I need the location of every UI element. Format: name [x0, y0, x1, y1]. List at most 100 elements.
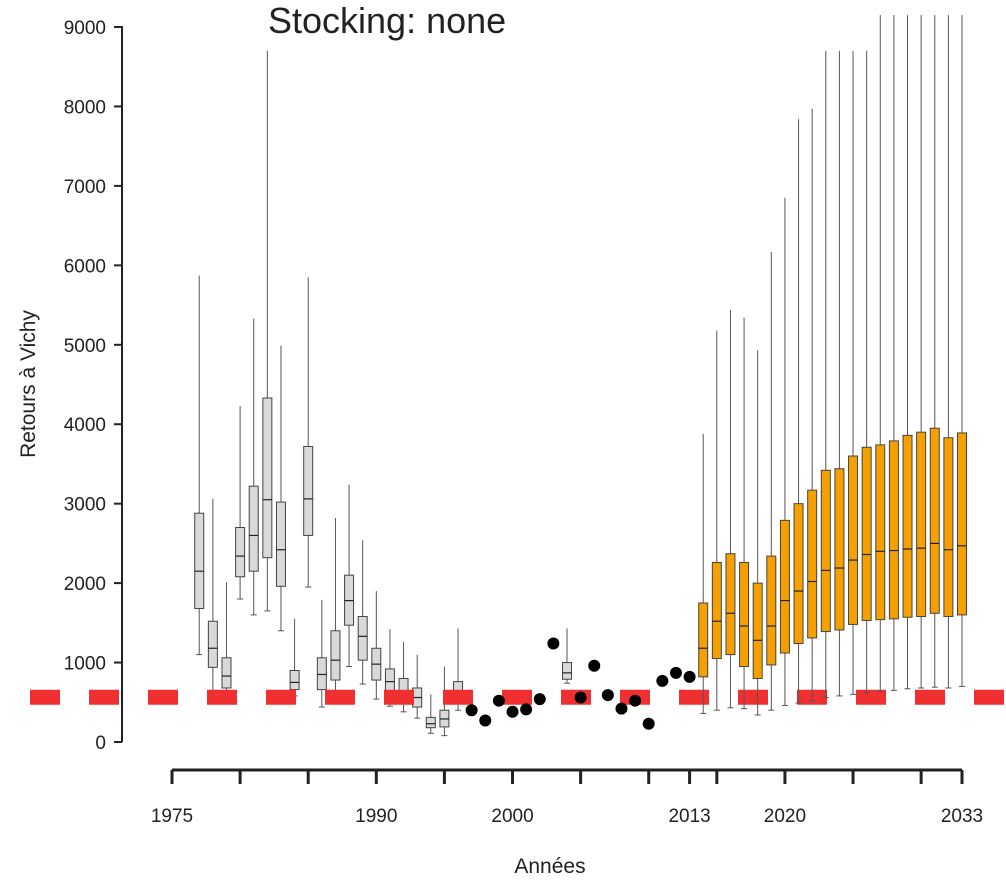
- box-body: [725, 553, 736, 656]
- box-body: [194, 512, 205, 610]
- box-body: [848, 455, 859, 625]
- box-body: [289, 670, 300, 691]
- box-2025: [848, 50, 859, 695]
- box-2017: [739, 317, 750, 710]
- box-2020: [779, 197, 790, 706]
- box-1986: [316, 599, 327, 708]
- box-2031: [929, 15, 940, 688]
- box-body: [235, 527, 246, 578]
- box-body: [943, 437, 954, 617]
- box-1981: [248, 318, 259, 616]
- box-2021: [793, 119, 804, 704]
- box-body: [929, 427, 940, 614]
- x-tick-label: 1990: [355, 806, 397, 827]
- box-2004: [562, 628, 572, 684]
- observed-point: [520, 703, 533, 716]
- box-2032: [943, 15, 954, 689]
- box-2015: [711, 330, 722, 711]
- box-1993: [412, 654, 423, 719]
- box-body: [820, 469, 831, 633]
- box-body: [207, 620, 218, 668]
- projection-boxes: [698, 15, 967, 716]
- observed-point: [642, 717, 655, 730]
- x-axis-label: Années: [514, 855, 585, 878]
- x-tick-label: 2020: [764, 806, 806, 827]
- box-body: [957, 432, 967, 616]
- box-body: [902, 434, 913, 618]
- observed-point: [479, 714, 492, 727]
- observed-points: [465, 637, 696, 730]
- box-body: [766, 555, 777, 666]
- box-body: [752, 582, 763, 679]
- observed-point: [574, 691, 587, 704]
- observed-point: [533, 693, 546, 706]
- box-2023: [820, 50, 831, 699]
- box-1990: [371, 591, 382, 700]
- box-body: [330, 630, 341, 681]
- y-tick-label: 0: [95, 733, 106, 754]
- box-body: [562, 662, 572, 680]
- y-tick-label: 7000: [64, 177, 106, 198]
- box-body: [875, 444, 886, 621]
- y-tick-label: 1000: [64, 654, 106, 675]
- box-body: [221, 657, 232, 689]
- y-tick-label: 2000: [64, 574, 106, 595]
- box-2014: [698, 433, 709, 714]
- box-body: [384, 668, 395, 694]
- observed-point: [588, 659, 601, 672]
- x-tick-label: 2033: [941, 806, 983, 827]
- observed-point: [465, 704, 478, 717]
- box-1984: [289, 618, 300, 697]
- observed-point: [669, 666, 682, 679]
- box-body: [779, 519, 790, 654]
- x-tick-label: 1975: [151, 806, 193, 827]
- box-2029: [902, 15, 913, 690]
- box-body: [275, 501, 286, 587]
- box-1985: [303, 277, 314, 588]
- box-2026: [861, 50, 872, 694]
- box-body: [916, 431, 927, 617]
- box-2030: [916, 15, 927, 689]
- box-body: [888, 440, 899, 620]
- y-tick-label: 9000: [64, 18, 106, 39]
- box-2018: [752, 350, 763, 716]
- box-1977: [194, 275, 205, 656]
- box-body: [316, 657, 327, 691]
- box-2028: [888, 15, 899, 691]
- chart-title: Stocking: none: [268, 0, 506, 41]
- box-2019: [766, 251, 777, 711]
- y-tick-label: 3000: [64, 495, 106, 516]
- observed-point: [547, 637, 560, 650]
- box-body: [357, 615, 368, 661]
- box-body: [834, 468, 845, 631]
- box-body: [711, 561, 722, 660]
- box-1994: [425, 694, 436, 734]
- observed-point: [492, 694, 505, 707]
- box-body: [739, 561, 750, 668]
- box-body: [793, 503, 804, 644]
- box-1978: [207, 498, 218, 694]
- box-body: [698, 602, 709, 678]
- box-1982: [262, 50, 273, 612]
- box-2033: [957, 15, 967, 687]
- y-axis-label: Retours à Vichy: [17, 310, 40, 458]
- box-body: [262, 397, 273, 559]
- box-2027: [875, 15, 886, 692]
- observed-point: [601, 689, 614, 702]
- observed-point: [629, 694, 642, 707]
- box-body: [425, 716, 436, 729]
- box-body: [303, 445, 314, 536]
- box-2016: [725, 309, 736, 709]
- observed-point: [683, 670, 696, 683]
- y-tick-label: 8000: [64, 97, 106, 118]
- box-body: [248, 485, 259, 572]
- box-1989: [357, 540, 368, 685]
- y-tick-label: 4000: [64, 415, 106, 436]
- box-body: [861, 446, 872, 621]
- y-tick-label: 6000: [64, 256, 106, 277]
- x-tick-label: 2000: [491, 806, 533, 827]
- y-axis: 0 1000 2000 3000 4000 5000 6000 7000 8000 9000: [64, 18, 122, 754]
- x-axis: 1975 1990 2000 2013 2020 2033: [151, 770, 983, 827]
- x-tick-label: 2013: [668, 806, 710, 827]
